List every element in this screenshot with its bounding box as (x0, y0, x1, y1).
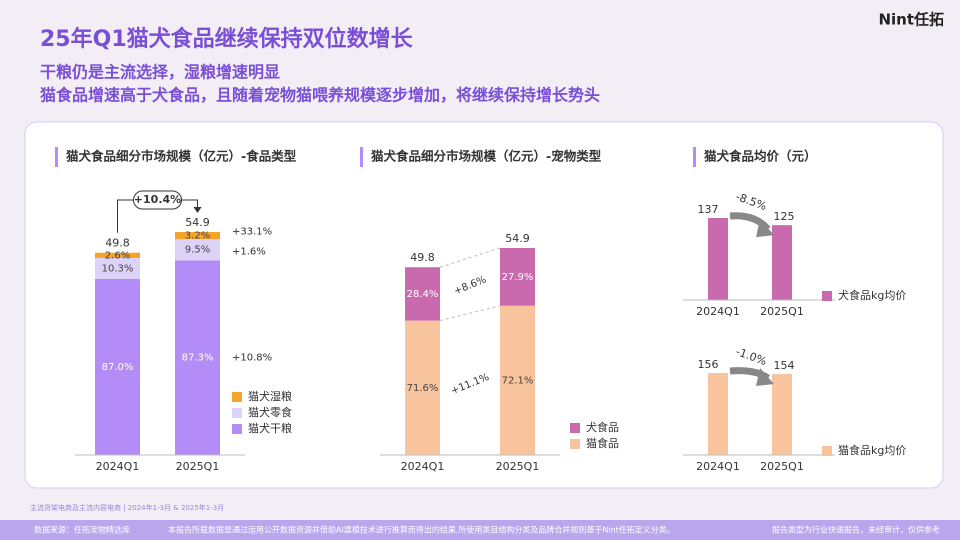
footnote: 主流货架电商及主流内容电商 | 2024年1-3月 & 2025年1-3月 (30, 503, 224, 512)
bar-segment (500, 305, 535, 455)
total-label: 54.9 (505, 232, 530, 245)
arrow-head (193, 207, 202, 213)
footer-band (0, 520, 960, 540)
source: 数据来源：任拓宠物精选库 (34, 525, 130, 535)
title-bar (55, 147, 58, 167)
value-label: 3.2% (185, 231, 210, 242)
logo: Nint任拓 (878, 11, 944, 29)
x-tick-label: 2024Q1 (696, 460, 740, 473)
bar-segment (175, 260, 220, 455)
x-tick-label: 2025Q1 (176, 460, 220, 473)
total-growth: +10.4% (134, 193, 181, 206)
legend-swatch (232, 424, 242, 434)
value-label: 156 (698, 358, 719, 371)
value-label: 87.0% (102, 362, 134, 373)
total-label: 49.8 (410, 251, 435, 264)
value-label: 9.5% (185, 245, 210, 256)
bar-segment (175, 232, 220, 240)
title-bar (693, 147, 696, 167)
bar (772, 374, 792, 455)
bar (772, 225, 792, 300)
bar (708, 218, 728, 300)
legend-label: 猫犬零食 (248, 405, 292, 419)
legend-swatch (570, 439, 580, 449)
subtitle: 干粮仍是主流选择，湿粮增速明显 (40, 63, 280, 82)
value-label: 154 (774, 359, 795, 372)
legend-label: 犬食品 (586, 420, 619, 434)
bar-segment (95, 278, 140, 455)
chart-title: 猫犬食品细分市场规模（亿元）-宠物类型 (371, 149, 602, 164)
growth-label: +33.1% (232, 227, 272, 238)
bar-segment (405, 320, 440, 455)
arrow-head (756, 368, 774, 387)
total-label: 49.8 (105, 237, 130, 250)
bar-segment (500, 248, 535, 306)
bar-segment (95, 257, 140, 279)
growth-label: +1.6% (232, 247, 266, 258)
x-tick-label: 2025Q1 (760, 305, 804, 318)
arrow-head (756, 219, 774, 238)
legend-label: 猫食品kg均价 (838, 443, 906, 457)
x-tick-label: 2024Q1 (696, 305, 740, 318)
value-label: 10.3% (102, 263, 134, 274)
x-tick-label: 2025Q1 (496, 460, 540, 473)
x-tick-label: 2024Q1 (96, 460, 140, 473)
legend-label: 猫犬湿粮 (248, 389, 292, 403)
chart-title: 猫犬食品均价（元） (704, 149, 817, 164)
x-tick-label: 2024Q1 (401, 460, 445, 473)
legend-swatch (232, 392, 242, 402)
growth-label: +10.8% (232, 353, 272, 364)
legend-swatch (822, 446, 832, 456)
value-label: 71.6% (407, 383, 439, 394)
value-label: 137 (698, 203, 719, 216)
connector (439, 247, 501, 268)
value-label: 125 (774, 210, 795, 223)
connector (439, 305, 501, 322)
total-label: 54.9 (185, 216, 210, 229)
report-type: 报告类型为行业快速报告，未经审计，仅供参考 (772, 525, 940, 535)
value-label: 27.9% (502, 272, 534, 283)
growth-box (133, 190, 182, 210)
disclaimer: 本报告所载数据是通过运用公开数据资源并借助AI建模技术进行推算而得出的结果,所使… (168, 525, 675, 535)
value-label: 28.4% (407, 289, 439, 300)
subtitle: 猫食品增速高于犬食品，且随着宠物猫喂养规模逐步增加，将继续保持增长势头 (40, 86, 600, 105)
value-label: 72.1% (502, 375, 534, 386)
chart-title: 猫犬食品细分市场规模（亿元）-食品类型 (66, 149, 297, 164)
value-label: 2.6% (105, 250, 130, 261)
legend-swatch (232, 408, 242, 418)
title-bar (360, 147, 363, 167)
value-label: 87.3% (182, 353, 214, 364)
bar-segment (95, 252, 140, 258)
legend-swatch (570, 423, 580, 433)
bar-segment (175, 239, 220, 261)
card (24, 121, 944, 489)
legend-label: 犬食品kg均价 (838, 288, 906, 302)
legend-label: 猫犬干粮 (248, 421, 292, 435)
legend-label: 猫食品 (586, 436, 619, 450)
page-title: 25年Q1猫犬食品继续保持双位数增长 (40, 26, 414, 52)
legend-swatch (822, 291, 832, 301)
bar (708, 373, 728, 455)
bar-segment (405, 267, 440, 321)
x-tick-label: 2025Q1 (760, 460, 804, 473)
